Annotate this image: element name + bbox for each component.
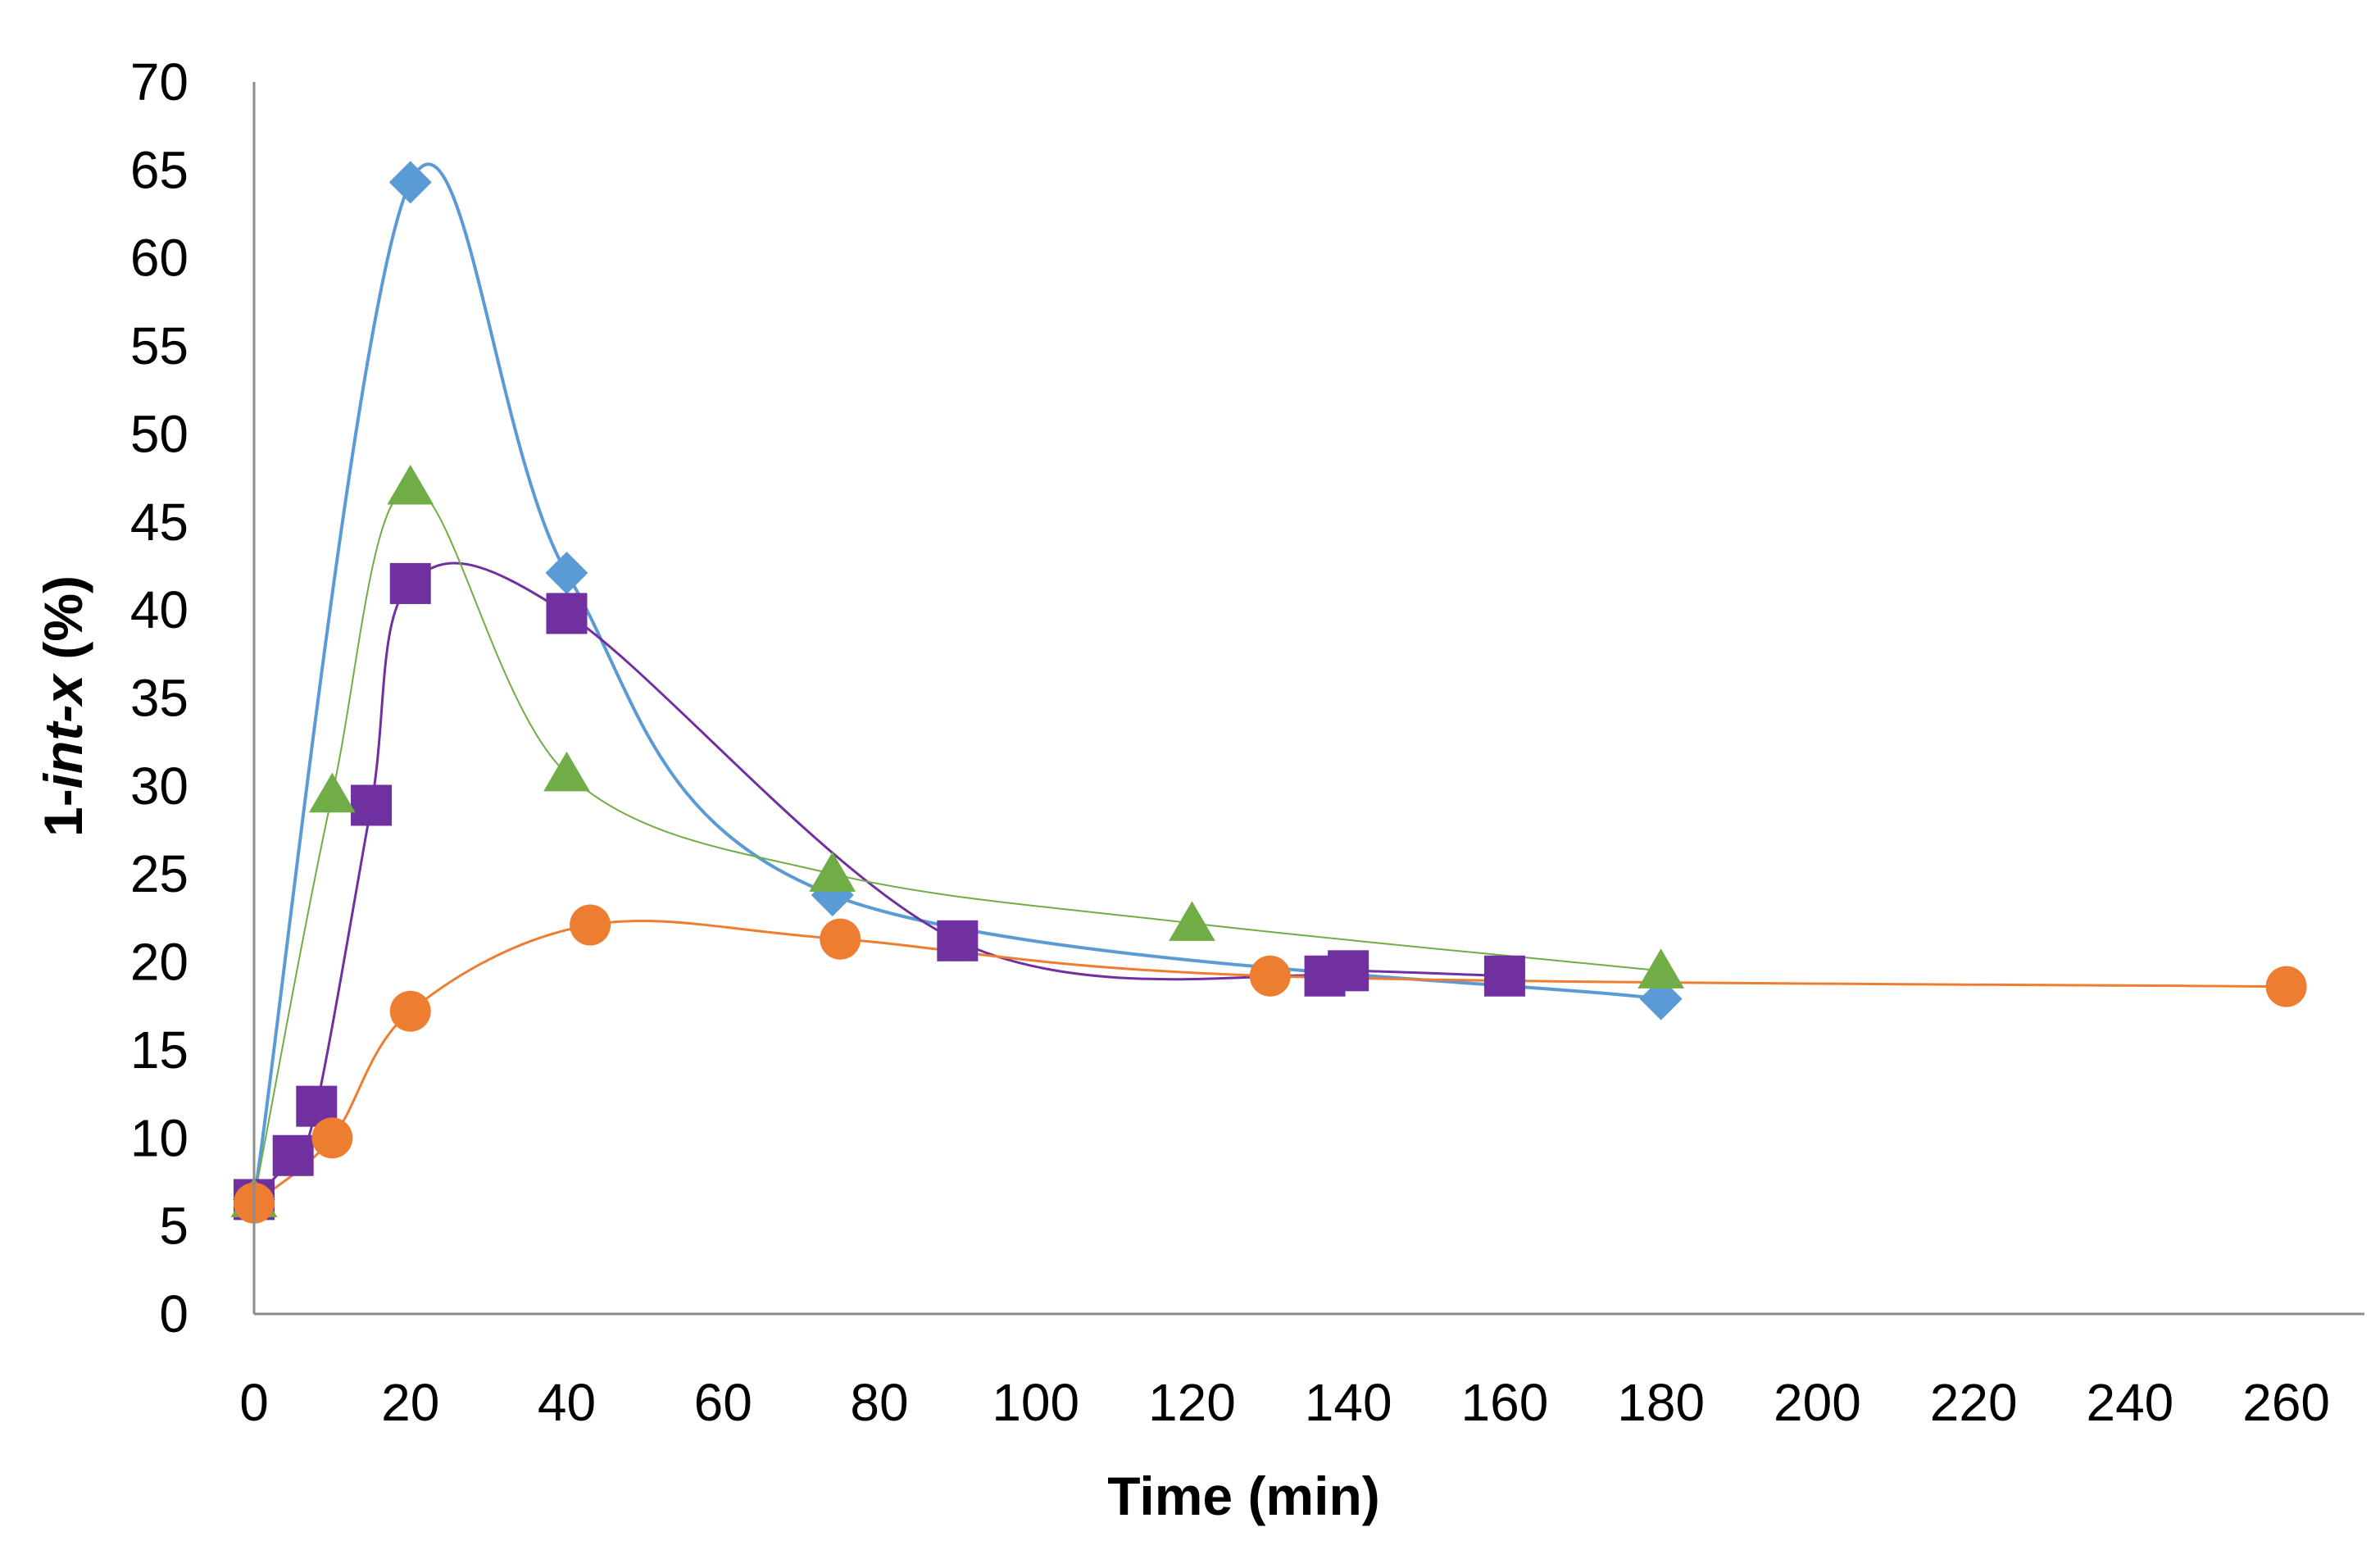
data-point-triangle [387, 464, 434, 505]
data-point-square [351, 784, 393, 826]
data-point-circle [820, 918, 861, 960]
data-point-diamond [545, 552, 588, 595]
x-tick-label: 160 [1461, 1373, 1549, 1432]
y-tick-label: 25 [130, 844, 188, 903]
y-tick-label: 20 [130, 933, 188, 992]
y-tick-label: 70 [130, 52, 188, 111]
data-point-square [1328, 950, 1369, 992]
series-line-circle [253, 920, 2287, 1204]
data-point-circle [389, 990, 431, 1032]
y-axis-title-prefix: 1- [33, 789, 93, 837]
y-axis-title-italic: int-x [33, 673, 93, 789]
x-tick-label: 0 [239, 1373, 269, 1432]
y-axis-title: 1-int-x (%) [33, 575, 93, 837]
data-point-diamond [388, 161, 432, 204]
x-tick-label: 60 [694, 1373, 752, 1432]
y-tick-label: 15 [130, 1020, 188, 1080]
data-point-triangle [1637, 948, 1685, 989]
series-line-triangle [253, 485, 1661, 1200]
x-tick-label: 40 [538, 1373, 596, 1432]
y-tick-labels: 0 5 10 15 20 25 30 35 40 45 50 55 60 65 70 [130, 52, 188, 1343]
series-line-diamond [252, 162, 1661, 1200]
data-point-circle [570, 904, 611, 946]
axes [252, 82, 2364, 1316]
y-tick-label: 55 [130, 316, 188, 375]
data-point-circle [2265, 966, 2307, 1007]
data-point-triangle [809, 852, 856, 892]
x-tick-label: 20 [381, 1373, 439, 1432]
y-tick-label: 35 [130, 669, 188, 728]
data-point-triangle [1169, 901, 1215, 941]
data-point-triangle [309, 772, 356, 813]
x-tick-labels: 0 20 40 60 80 100 120 140 160 180 200 220 240 260 [239, 1373, 2330, 1432]
x-tick-label: 80 [850, 1373, 908, 1432]
series-markers [230, 161, 2307, 1224]
y-tick-label: 60 [130, 229, 188, 288]
data-point-circle [1249, 955, 1291, 997]
x-tick-label: 200 [1774, 1373, 1861, 1432]
x-tick-label: 220 [1930, 1373, 2018, 1432]
y-axis-title-suffix: (%) [33, 575, 93, 675]
y-tick-label: 30 [130, 757, 188, 816]
y-tick-label: 0 [159, 1284, 188, 1343]
data-point-square [1483, 955, 1525, 997]
data-point-square [389, 562, 431, 604]
x-tick-label: 140 [1305, 1373, 1392, 1432]
y-tick-label: 10 [130, 1108, 188, 1167]
x-tick-label: 120 [1148, 1373, 1236, 1432]
x-tick-label: 180 [1617, 1373, 1705, 1432]
y-tick-label: 50 [130, 404, 188, 463]
y-tick-label: 45 [130, 493, 188, 552]
data-point-triangle [543, 751, 590, 792]
x-axis-title: Time (min) [1107, 1466, 1379, 1526]
y-tick-label: 5 [159, 1197, 188, 1256]
data-point-square [937, 920, 979, 961]
x-tick-label: 100 [992, 1373, 1079, 1432]
data-point-circle [311, 1117, 353, 1159]
series-lines [252, 162, 2287, 1204]
data-point-square [272, 1134, 314, 1176]
data-point-square [546, 593, 588, 634]
y-tick-label: 65 [130, 140, 188, 199]
x-tick-label: 240 [2086, 1373, 2173, 1432]
y-tick-label: 40 [130, 580, 188, 639]
series-line-square [252, 561, 1505, 1201]
x-tick-label: 260 [2242, 1373, 2330, 1432]
